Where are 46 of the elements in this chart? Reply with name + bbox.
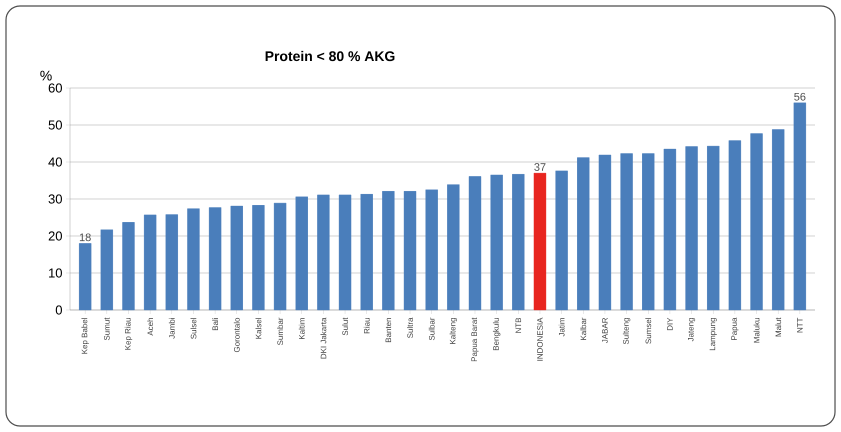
bar: [425, 190, 438, 310]
bar: [404, 191, 416, 310]
bar: [338, 194, 352, 310]
data-label: 18: [80, 233, 91, 242]
bar: [598, 154, 612, 310]
bar: [252, 205, 265, 310]
bar: [577, 157, 590, 310]
bar: [382, 191, 395, 310]
bar: [490, 174, 503, 310]
y-tick-label: 20: [48, 231, 62, 241]
bar: [230, 206, 243, 310]
bar: [296, 196, 308, 310]
bar: [100, 230, 114, 310]
bar: [317, 194, 330, 310]
bar: [512, 174, 525, 310]
bar: [534, 172, 546, 310]
y-tick-label: 0: [56, 305, 62, 315]
data-label: 56: [794, 92, 806, 101]
bar: [144, 214, 156, 310]
bar: [707, 146, 720, 310]
bar: [750, 133, 763, 310]
bar: [447, 184, 460, 310]
bar: [208, 207, 222, 310]
bar: [728, 140, 742, 310]
bar: [360, 194, 373, 310]
y-tick-label: 50: [48, 120, 62, 130]
bar: [664, 148, 676, 310]
y-tick-label: 30: [48, 194, 62, 204]
bar: [772, 129, 784, 310]
bar: [187, 208, 200, 310]
y-tick-label: 60: [48, 83, 62, 93]
bar: [468, 176, 482, 310]
bar: [642, 153, 654, 310]
y-tick-label: 40: [48, 157, 62, 167]
chart-title: Protein < 80 % AKG: [266, 50, 394, 62]
y-axis-title: %: [40, 70, 52, 80]
bar: [78, 243, 92, 310]
bar: [555, 170, 568, 310]
y-tick-label: 10: [49, 268, 62, 278]
bar: [166, 214, 178, 310]
data-label: 37: [534, 163, 546, 171]
bar: [794, 102, 806, 310]
bar: [620, 153, 633, 310]
bar: [685, 146, 698, 310]
bar: [274, 202, 286, 310]
bar: [122, 222, 135, 310]
